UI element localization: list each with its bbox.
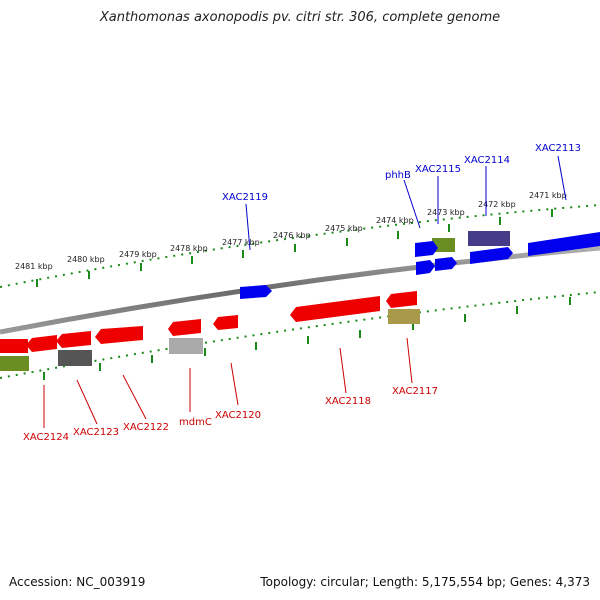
gene-small-forward-feature-1: [416, 260, 435, 275]
scale-label: 2473 kbp: [427, 208, 465, 217]
scale-label: 2471 kbp: [529, 191, 567, 200]
forward-major-ticks: [36, 209, 553, 287]
gene-xac2118-feature: [290, 296, 380, 322]
map-title: Xanthomonas axonopodis pv. citri str. 30…: [99, 10, 501, 25]
scale-label: 2475 kbp: [325, 224, 363, 233]
gene-label-xac2122[interactable]: XAC2122: [123, 422, 169, 433]
gene-xac2123-feature: [56, 331, 91, 348]
reverse-leader-lines: [43, 337, 413, 428]
reverse-major-ticks: [43, 297, 571, 380]
gene-xac2115-feature: [432, 238, 455, 252]
gene-xac2124-feature: [26, 335, 57, 352]
gene-label-mdmc[interactable]: mdmC: [179, 417, 212, 428]
scale-labels: 2481 kbp 2480 kbp 2479 kbp 2478 kbp 2477…: [15, 191, 567, 271]
gene-label-phhb[interactable]: phhB: [385, 170, 411, 181]
forward-leader-lines: [245, 155, 567, 251]
gene-left-edge-olive-feature: [0, 356, 29, 371]
scale-label: 2476 kbp: [273, 231, 311, 240]
forward-gene-labels: XAC2113 XAC2114 XAC2115 phhB XAC2119: [222, 143, 581, 203]
forward-features: [240, 231, 600, 299]
gene-xac2123-other-feature: [58, 350, 92, 366]
scale-label: 2472 kbp: [478, 200, 516, 209]
gene-label-xac2120[interactable]: XAC2120: [215, 410, 261, 421]
gene-label-xac2117[interactable]: XAC2117: [392, 386, 438, 397]
gene-xac2120-feature: [213, 315, 238, 330]
scale-label: 2481 kbp: [15, 262, 53, 271]
gene-left-edge-feature: [0, 339, 28, 353]
reverse-scale-track: [0, 291, 600, 379]
scale-label: 2474 kbp: [376, 216, 414, 225]
gene-label-xac2124[interactable]: XAC2124: [23, 432, 69, 443]
gene-xac2113-feature: [528, 232, 600, 256]
gene-xac2114-feature: [470, 247, 513, 264]
gene-xac2117-feature: [386, 291, 417, 308]
gene-mdmc-feature: [168, 319, 201, 336]
gene-xac2117-other-feature: [388, 309, 420, 324]
genome-backbone: [0, 245, 600, 335]
genome-summary-text: Topology: circular; Length: 5,175,554 bp…: [260, 575, 590, 589]
gene-label-xac2114[interactable]: XAC2114: [464, 155, 510, 166]
gene-label-xac2123[interactable]: XAC2123: [73, 427, 119, 438]
reverse-features: [0, 291, 420, 371]
gene-label-xac2115[interactable]: XAC2115: [415, 164, 461, 175]
gene-xac2122-feature: [95, 326, 143, 344]
reverse-gene-labels: XAC2117 XAC2118 XAC2120 mdmC XAC2122 XAC…: [23, 386, 438, 443]
gene-phhb-feature: [415, 241, 438, 257]
forward-scale-track: [0, 204, 600, 288]
gene-xac2119-feature: [240, 285, 272, 299]
gene-xac2114-other-feature: [468, 231, 510, 246]
scale-label: 2478 kbp: [170, 244, 208, 253]
scale-label: 2479 kbp: [119, 250, 157, 259]
scale-label: 2480 kbp: [67, 255, 105, 264]
scale-label: 2477 kbp: [222, 238, 260, 247]
gene-label-xac2118[interactable]: XAC2118: [325, 396, 371, 407]
accession-text: Accession: NC_003919: [9, 575, 146, 589]
gene-label-xac2113[interactable]: XAC2113: [535, 143, 581, 154]
gene-mdmc-other-feature: [169, 338, 203, 354]
gene-label-xac2119[interactable]: XAC2119: [222, 192, 268, 203]
gene-small-forward-feature-2: [435, 257, 457, 271]
